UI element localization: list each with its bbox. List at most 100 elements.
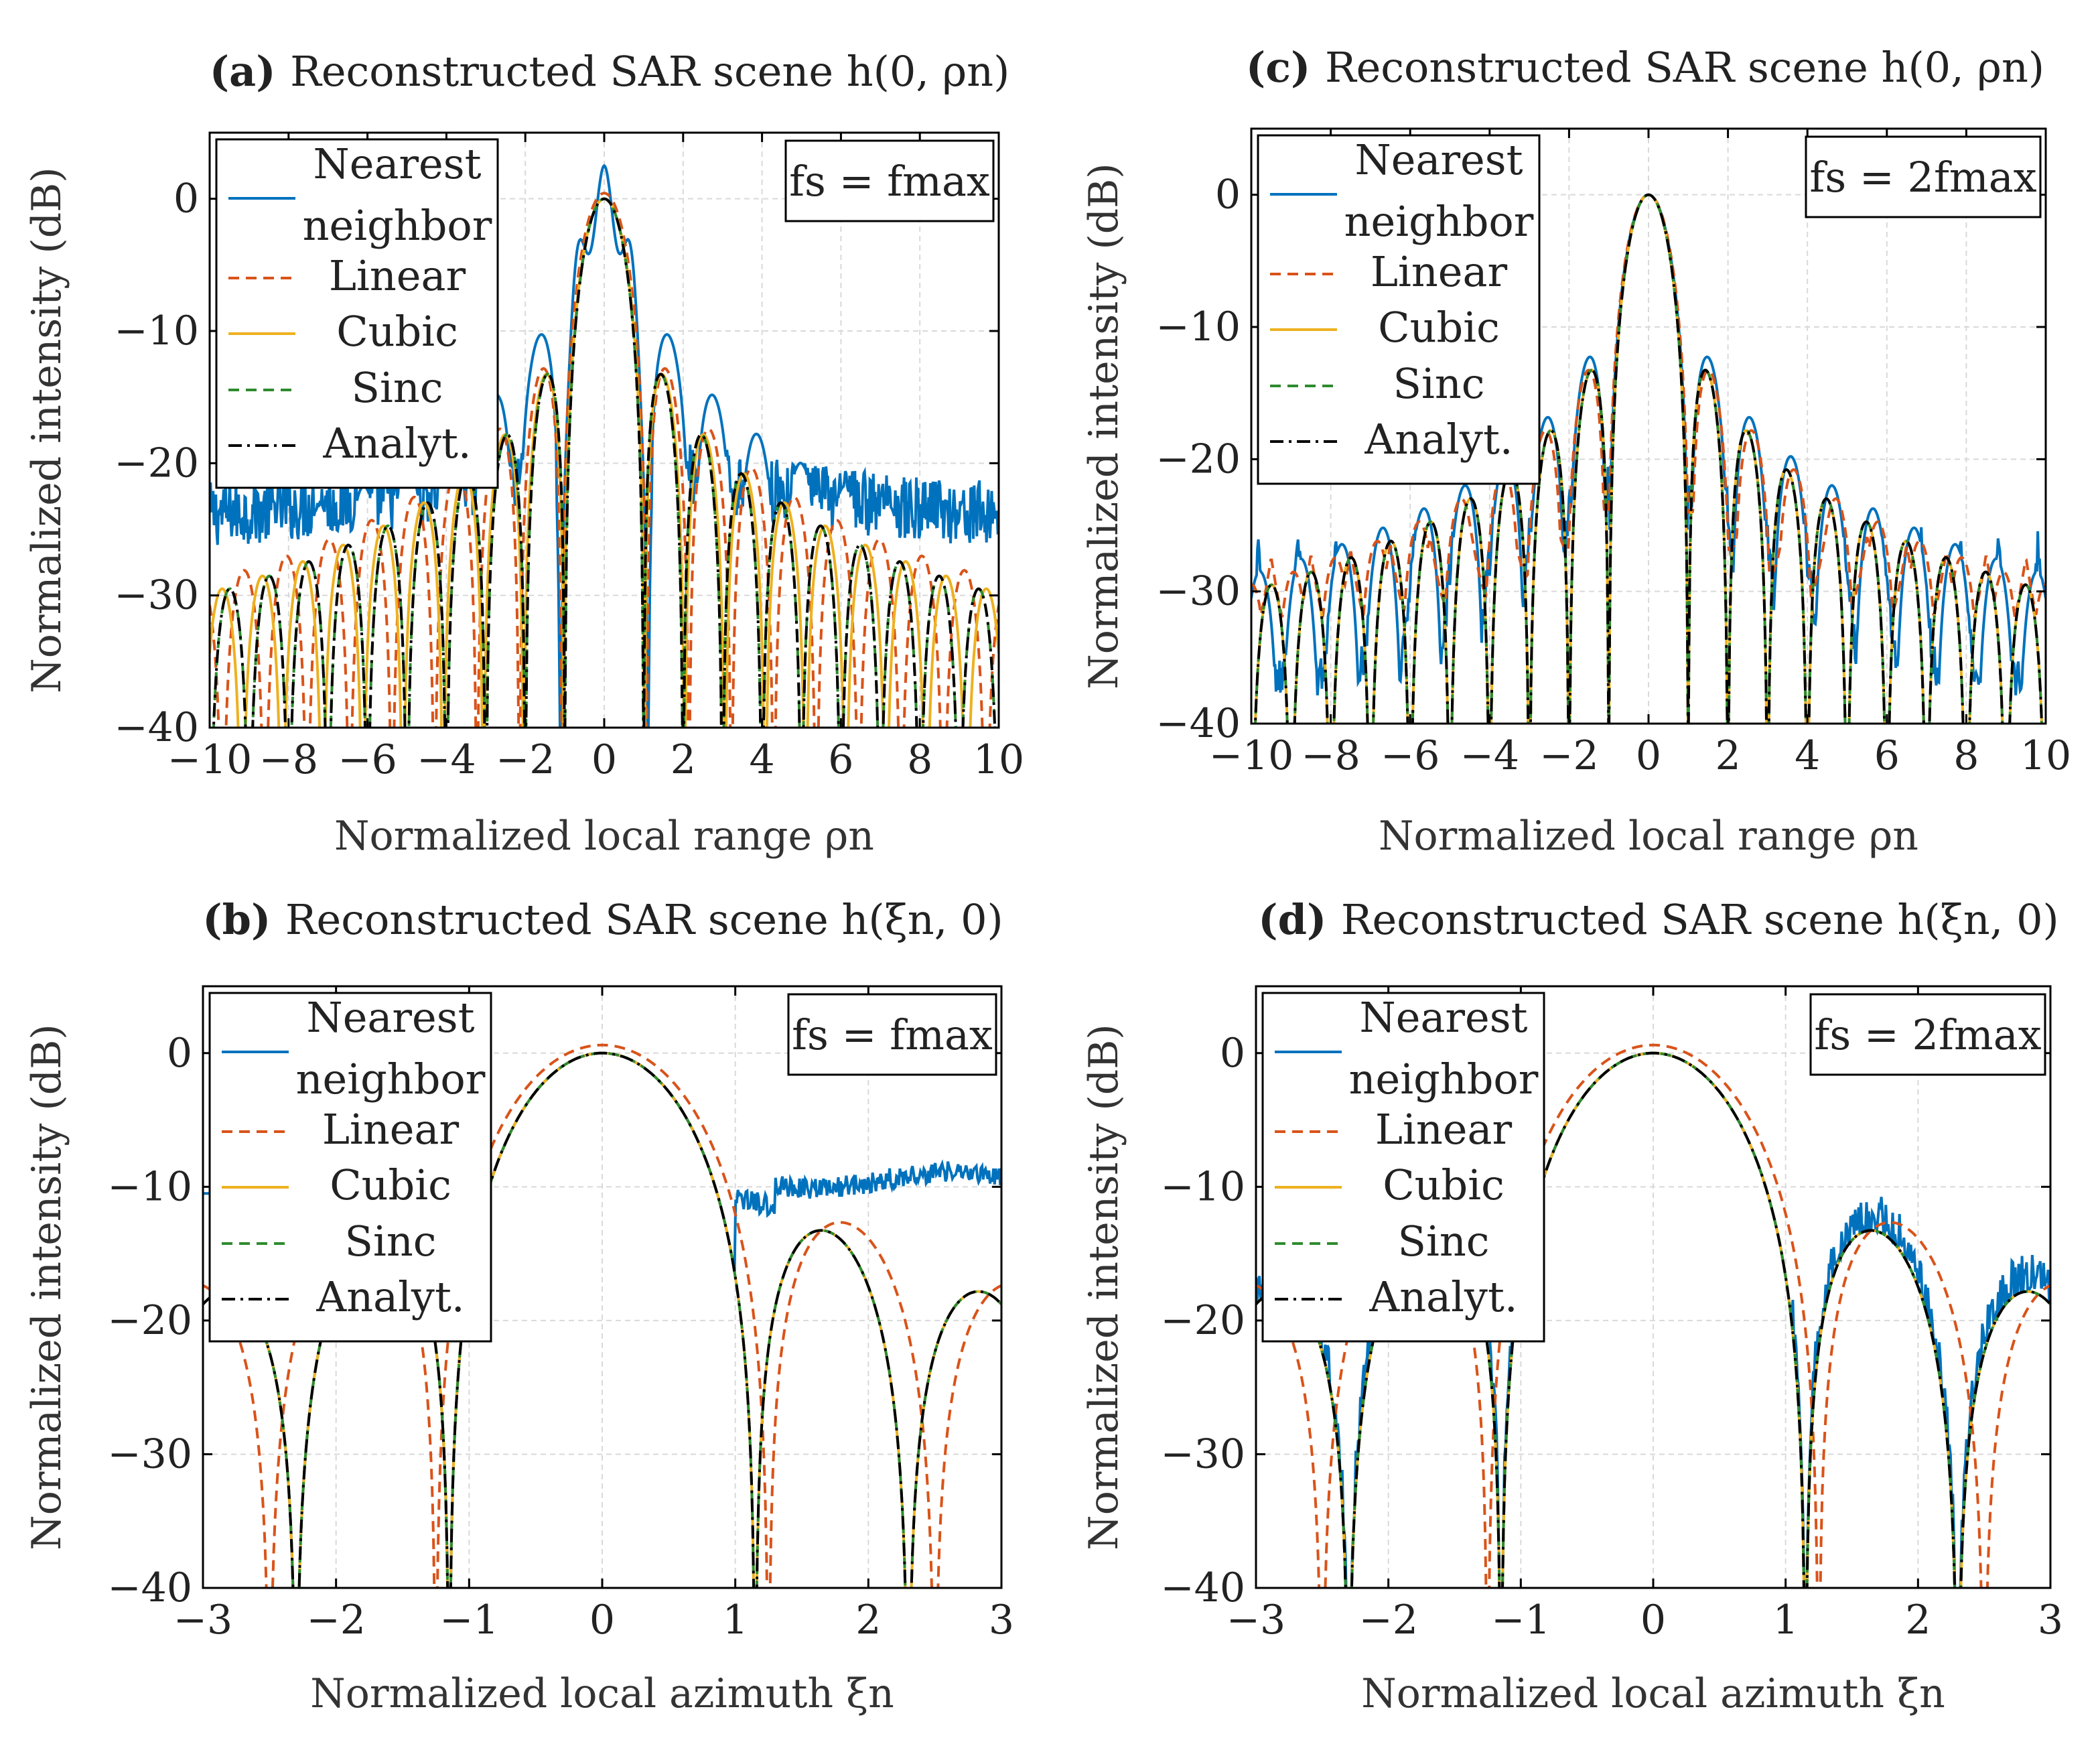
y-axis-label: Normalized intensity (dB) — [23, 167, 70, 693]
legend-label: Nearest — [307, 993, 475, 1042]
x-tick-label: 4 — [750, 736, 775, 783]
x-tick-label: −3 — [173, 1597, 232, 1644]
y-tick-label: −30 — [1160, 1430, 1245, 1477]
y-tick-label: −20 — [107, 1297, 192, 1344]
annotation-text: fs = fmax — [792, 1010, 993, 1059]
x-tick-label: 6 — [828, 736, 853, 783]
legend-label: Sinc — [352, 363, 443, 412]
y-tick-label: −40 — [107, 1564, 192, 1611]
legend-label: Nearest — [1355, 135, 1523, 184]
legend-label: neighbor — [296, 1055, 486, 1104]
legend-label: Nearest — [313, 139, 482, 188]
y-tick-label: −20 — [114, 440, 199, 486]
y-axis-label: Normalized intensity (dB) — [1080, 163, 1127, 689]
legend-label: neighbor — [1344, 197, 1534, 246]
x-tick-label: −10 — [167, 736, 253, 783]
y-tick-label: −20 — [1156, 436, 1241, 482]
x-tick-label: 3 — [2038, 1597, 2063, 1644]
legend-label: Cubic — [1378, 303, 1500, 352]
legend-label: Cubic — [1383, 1160, 1504, 1209]
legend-label: Sinc — [1398, 1217, 1490, 1266]
y-tick-label: 0 — [167, 1030, 192, 1077]
x-tick-label: −2 — [496, 736, 555, 783]
annotation-text: fs = 2fmax — [1814, 1010, 2041, 1059]
panel-label: (b) — [202, 895, 285, 944]
x-tick-label: 3 — [989, 1597, 1014, 1644]
x-tick-label: −4 — [417, 736, 476, 783]
title-text: Reconstructed SAR scene h(0, ρn) — [1325, 43, 2044, 92]
x-tick-label: −4 — [1460, 732, 1519, 779]
legend-label: Sinc — [345, 1217, 437, 1266]
y-tick-label: −40 — [114, 704, 199, 751]
series-line-linear — [210, 192, 999, 728]
chart-title: (b) Reconstructed SAR scene h(ξn, 0) — [202, 895, 1003, 944]
legend-label: Linear — [1375, 1105, 1513, 1154]
x-tick-label: 8 — [1953, 732, 1979, 779]
legend-label: Cubic — [330, 1160, 451, 1209]
x-axis-label: Normalized local range ρn — [334, 813, 874, 860]
y-tick-label: −40 — [1156, 700, 1241, 747]
panel-label: (a) — [210, 47, 290, 96]
series-line-analyt — [212, 197, 997, 728]
x-tick-label: 0 — [1636, 732, 1661, 779]
y-tick-label: −40 — [1160, 1564, 1245, 1611]
chart-panel-c: −10 −8 −6 −4 −2 0 2 4 6 8 100−10−20−30−40(c) Recon… — [1080, 43, 2071, 860]
legend-label: Linear — [322, 1105, 460, 1154]
chart-panel-d: −3 −2 −1 0 1 2 30−10−20−30−40(d) Reconstructed… — [1080, 895, 2063, 1717]
x-tick-label: −6 — [338, 736, 397, 783]
legend-label: Sinc — [1393, 359, 1485, 408]
annotation-box — [1805, 135, 2042, 218]
y-tick-label: −10 — [1156, 304, 1241, 350]
legend-label: Cubic — [336, 307, 458, 356]
annotation-text: fs = fmax — [789, 157, 990, 206]
x-tick-label: −8 — [1301, 732, 1360, 779]
y-tick-label: −10 — [114, 308, 199, 354]
x-tick-label: 4 — [1795, 732, 1820, 779]
x-tick-label: 1 — [1773, 1597, 1799, 1644]
chart-panel-a: −10 −8 −6 −4 −2 0 2 4 6 8 100−10−20−30−40(a) Recon… — [23, 47, 1024, 860]
y-tick-label: −20 — [1160, 1297, 1245, 1344]
x-tick-label: −2 — [1539, 732, 1598, 779]
x-tick-label: 10 — [973, 736, 1024, 783]
plot-area — [1251, 193, 2046, 724]
y-tick-label: −30 — [1156, 568, 1241, 615]
legend-label: neighbor — [1349, 1055, 1539, 1104]
chart-panel-b: −3 −2 −1 0 1 2 30−10−20−30−40(b) Reconstructed… — [23, 895, 1014, 1717]
x-tick-label: 10 — [2020, 732, 2071, 779]
series-line-linear — [1256, 1043, 2050, 1588]
x-tick-label: −1 — [439, 1597, 498, 1644]
title-text: Reconstructed SAR scene h(0, ρn) — [290, 47, 1009, 96]
x-tick-label: 8 — [907, 736, 932, 783]
y-tick-label: −10 — [1160, 1163, 1245, 1210]
chart-title: (d) Reconstructed SAR scene h(ξn, 0) — [1258, 895, 2058, 944]
x-tick-label: 2 — [671, 736, 696, 783]
y-tick-label: −10 — [107, 1163, 192, 1210]
annotation-box — [787, 993, 997, 1076]
legend-label: Linear — [1371, 247, 1508, 296]
title-text: Reconstructed SAR scene h(ξn, 0) — [285, 895, 1003, 944]
annotation-box — [1809, 993, 2046, 1076]
x-tick-label: −1 — [1491, 1597, 1550, 1644]
panel-label: (c) — [1246, 43, 1325, 92]
x-tick-label: 0 — [591, 736, 617, 783]
x-tick-label: 2 — [855, 1597, 881, 1644]
y-axis-label: Normalized intensity (dB) — [23, 1024, 70, 1550]
x-tick-label: 0 — [589, 1597, 615, 1644]
x-tick-label: −8 — [259, 736, 318, 783]
y-tick-label: −30 — [107, 1430, 192, 1477]
legend-label: Nearest — [1360, 993, 1528, 1042]
x-tick-label: −2 — [1358, 1597, 1417, 1644]
x-tick-label: −2 — [306, 1597, 365, 1644]
series-line-linear — [203, 1043, 1001, 1588]
legend-label: Analyt. — [1369, 1272, 1517, 1321]
annotation-text: fs = 2fmax — [1809, 153, 2036, 202]
x-tick-label: −10 — [1209, 732, 1294, 779]
title-text: Reconstructed SAR scene h(ξn, 0) — [1341, 895, 2059, 944]
x-tick-label: 2 — [1905, 1597, 1931, 1644]
x-tick-label: 2 — [1716, 732, 1741, 779]
legend-label: Analyt. — [322, 419, 471, 468]
chart-title: (c) Reconstructed SAR scene h(0, ρn) — [1246, 43, 2044, 92]
x-tick-label: 6 — [1874, 732, 1900, 779]
x-tick-label: 1 — [723, 1597, 748, 1644]
